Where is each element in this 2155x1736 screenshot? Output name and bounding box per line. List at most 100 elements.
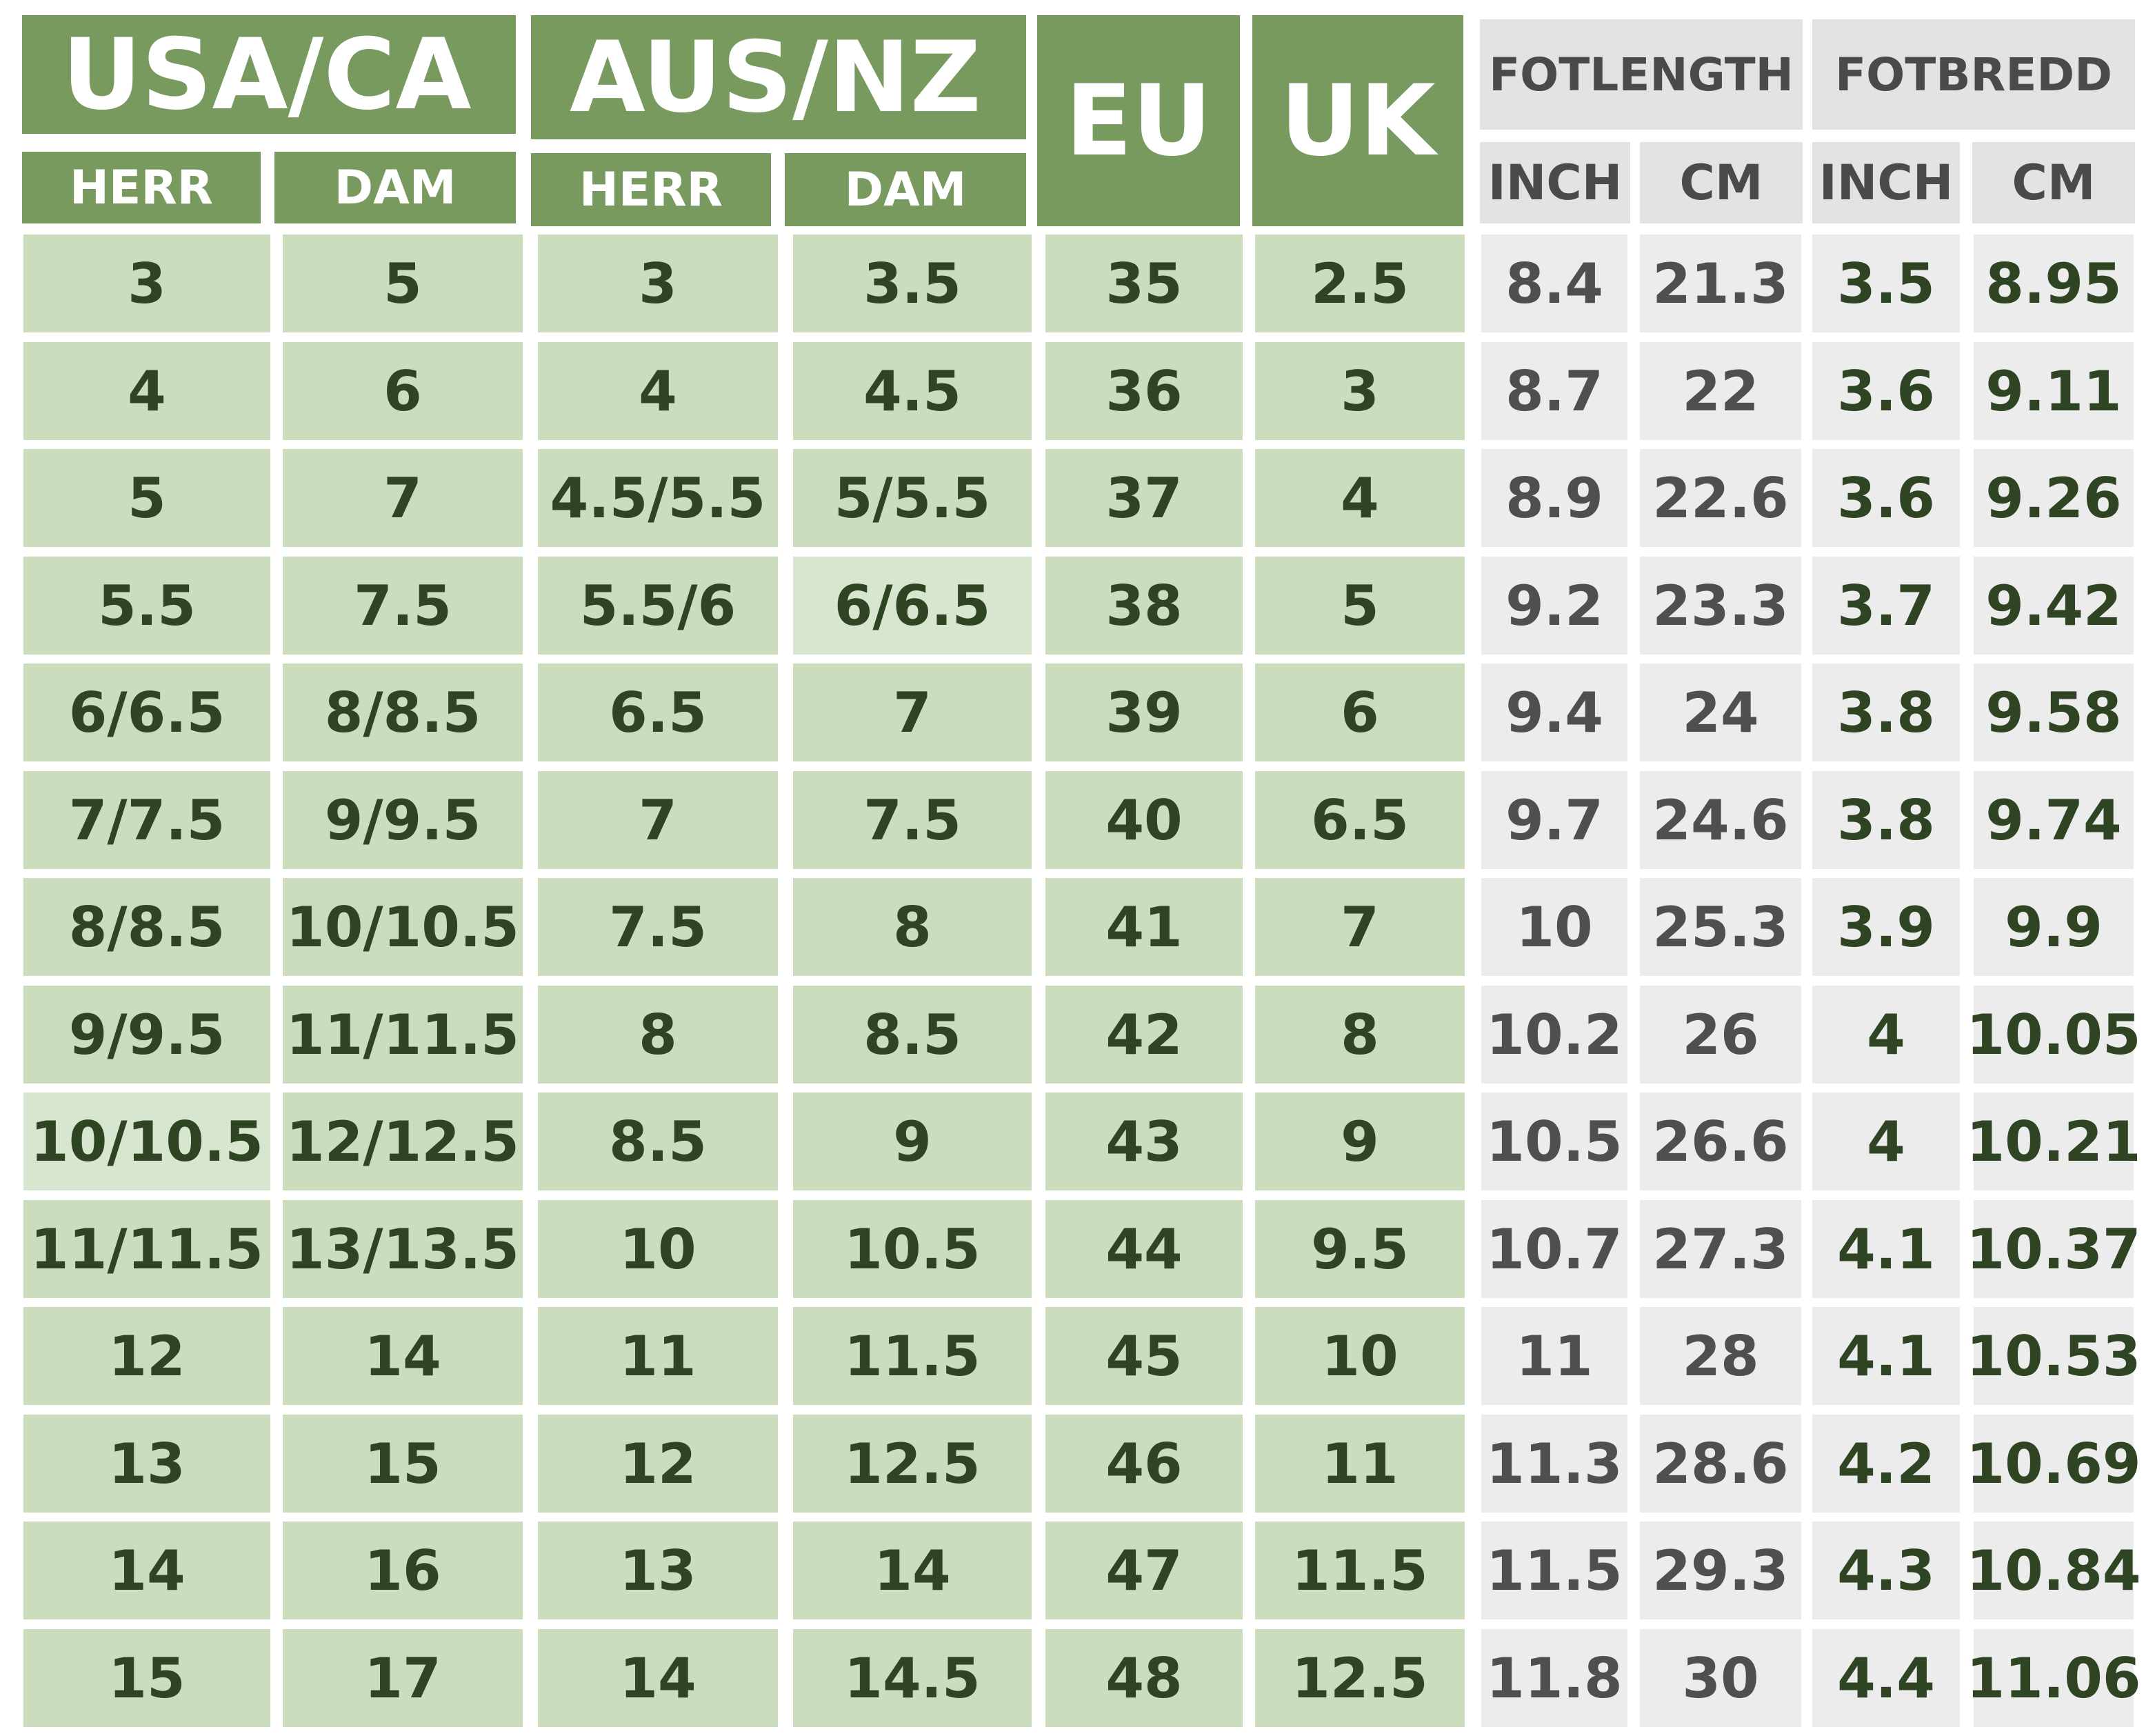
cell-length-cm: 30 (1640, 1629, 1801, 1727)
cell-eu: 44 (1045, 1200, 1243, 1298)
cell-aus-herr: 4 (538, 342, 778, 440)
cell-aus-dam: 8 (793, 878, 1032, 976)
cell-width-inch: 4.3 (1812, 1522, 1960, 1619)
header-width-cm: CM (1972, 142, 2135, 223)
cell-aus-dam: 7 (793, 664, 1032, 761)
cell-eu: 37 (1045, 449, 1243, 547)
cell-aus-herr: 3 (538, 235, 778, 332)
cell-length-cm: 23.3 (1640, 557, 1801, 655)
cell-usa-herr: 8/8.5 (23, 878, 270, 976)
cell-eu: 35 (1045, 235, 1243, 332)
cell-usa-dam: 12/12.5 (283, 1093, 523, 1190)
cell-width-inch: 3.8 (1812, 664, 1960, 761)
header-uk: UK (1252, 15, 1463, 226)
cell-uk: 5 (1255, 557, 1465, 655)
cell-aus-herr: 12 (538, 1415, 778, 1513)
cell-width-cm: 9.42 (1974, 557, 2134, 655)
cell-usa-herr: 5.5 (23, 557, 270, 655)
cell-aus-herr: 8.5 (538, 1093, 778, 1190)
cell-width-cm: 10.21 (1966, 1093, 2141, 1190)
cell-eu: 38 (1045, 557, 1243, 655)
cell-uk: 2.5 (1255, 235, 1465, 332)
cell-aus-herr: 6.5 (538, 664, 778, 761)
cell-width-cm: 9.9 (1974, 878, 2134, 976)
cell-usa-dam: 5 (283, 235, 523, 332)
cell-length-inch: 10.7 (1481, 1200, 1627, 1298)
cell-uk: 4 (1255, 449, 1465, 547)
cell-eu: 45 (1045, 1307, 1243, 1405)
cell-aus-dam: 11.5 (793, 1307, 1032, 1405)
cell-usa-dam: 11/11.5 (283, 986, 523, 1084)
cell-usa-dam: 6 (283, 342, 523, 440)
cell-usa-herr: 9/9.5 (23, 986, 270, 1084)
cell-width-cm: 9.58 (1974, 664, 2134, 761)
cell-eu: 36 (1045, 342, 1243, 440)
cell-aus-dam: 4.5 (793, 342, 1032, 440)
header-length-inch: INCH (1480, 142, 1630, 223)
header-fotlength: FOTLENGTH (1480, 19, 1803, 130)
cell-eu: 39 (1045, 664, 1243, 761)
cell-aus-herr: 7.5 (538, 878, 778, 976)
cell-length-cm: 26 (1640, 986, 1801, 1084)
cell-length-cm: 27.3 (1640, 1200, 1801, 1298)
cell-length-inch: 9.2 (1481, 557, 1627, 655)
header-aus-herr: HERR (531, 153, 771, 226)
cell-aus-herr: 4.5/5.5 (538, 449, 778, 547)
cell-width-cm: 9.26 (1974, 449, 2134, 547)
cell-length-inch: 9.7 (1481, 771, 1627, 869)
cell-uk: 11.5 (1255, 1522, 1465, 1619)
cell-length-inch: 11.5 (1481, 1522, 1627, 1619)
cell-usa-herr: 14 (23, 1522, 270, 1619)
cell-length-inch: 11 (1481, 1307, 1627, 1405)
cell-uk: 6 (1255, 664, 1465, 761)
cell-width-cm: 10.53 (1966, 1307, 2141, 1405)
cell-usa-dam: 17 (283, 1629, 523, 1727)
cell-width-inch: 3.8 (1812, 771, 1960, 869)
cell-aus-herr: 8 (538, 986, 778, 1084)
header-usa-herr: HERR (22, 152, 261, 223)
cell-length-cm: 22.6 (1640, 449, 1801, 547)
cell-usa-herr: 3 (23, 235, 270, 332)
cell-aus-dam: 5/5.5 (793, 449, 1032, 547)
cell-aus-herr: 13 (538, 1522, 778, 1619)
cell-length-cm: 26.6 (1640, 1093, 1801, 1190)
cell-length-cm: 24.6 (1640, 771, 1801, 869)
cell-width-cm: 10.05 (1966, 986, 2141, 1084)
cell-uk: 6.5 (1255, 771, 1465, 869)
cell-aus-dam: 9 (793, 1093, 1032, 1190)
cell-usa-herr: 13 (23, 1415, 270, 1513)
header-usa-dam: DAM (274, 152, 516, 223)
cell-width-inch: 3.5 (1812, 235, 1960, 332)
cell-eu: 47 (1045, 1522, 1243, 1619)
cell-width-cm: 8.95 (1974, 235, 2134, 332)
cell-length-cm: 24 (1640, 664, 1801, 761)
cell-uk: 7 (1255, 878, 1465, 976)
header-aus-nz: AUS/NZ (531, 15, 1026, 139)
cell-length-inch: 10.5 (1481, 1093, 1627, 1190)
header-eu: EU (1037, 15, 1240, 226)
cell-usa-herr: 6/6.5 (23, 664, 270, 761)
cell-length-cm: 28 (1640, 1307, 1801, 1405)
cell-length-cm: 29.3 (1640, 1522, 1801, 1619)
cell-eu: 42 (1045, 986, 1243, 1084)
cell-width-inch: 4.4 (1812, 1629, 1960, 1727)
cell-uk: 3 (1255, 342, 1465, 440)
cell-usa-dam: 15 (283, 1415, 523, 1513)
cell-length-inch: 10.2 (1481, 986, 1627, 1084)
cell-aus-herr: 7 (538, 771, 778, 869)
cell-length-cm: 28.6 (1640, 1415, 1801, 1513)
cell-width-inch: 3.7 (1812, 557, 1960, 655)
cell-width-cm: 11.06 (1966, 1629, 2141, 1727)
cell-usa-herr: 15 (23, 1629, 270, 1727)
cell-aus-dam: 3.5 (793, 235, 1032, 332)
cell-usa-herr: 12 (23, 1307, 270, 1405)
cell-width-inch: 3.6 (1812, 342, 1960, 440)
cell-width-inch: 4.1 (1812, 1200, 1960, 1298)
cell-usa-dam: 7.5 (283, 557, 523, 655)
cell-aus-dam: 10.5 (793, 1200, 1032, 1298)
cell-width-inch: 3.6 (1812, 449, 1960, 547)
cell-uk: 10 (1255, 1307, 1465, 1405)
cell-usa-herr: 11/11.5 (23, 1200, 270, 1298)
cell-usa-herr: 7/7.5 (23, 771, 270, 869)
cell-length-inch: 9.4 (1481, 664, 1627, 761)
